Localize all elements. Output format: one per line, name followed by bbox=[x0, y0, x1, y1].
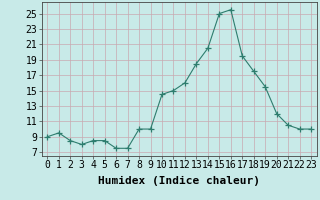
X-axis label: Humidex (Indice chaleur): Humidex (Indice chaleur) bbox=[98, 176, 260, 186]
